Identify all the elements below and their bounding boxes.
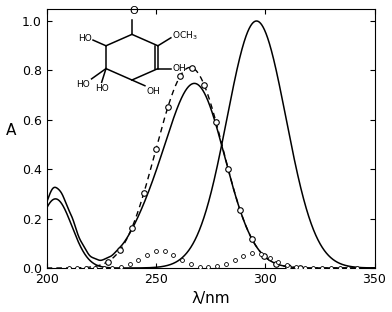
X-axis label: λ/nm: λ/nm bbox=[191, 291, 230, 306]
Y-axis label: A: A bbox=[5, 123, 16, 138]
